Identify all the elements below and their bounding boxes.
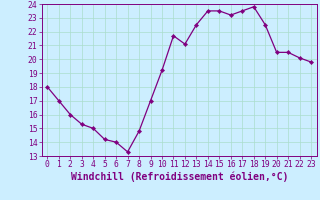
- X-axis label: Windchill (Refroidissement éolien,°C): Windchill (Refroidissement éolien,°C): [70, 172, 288, 182]
